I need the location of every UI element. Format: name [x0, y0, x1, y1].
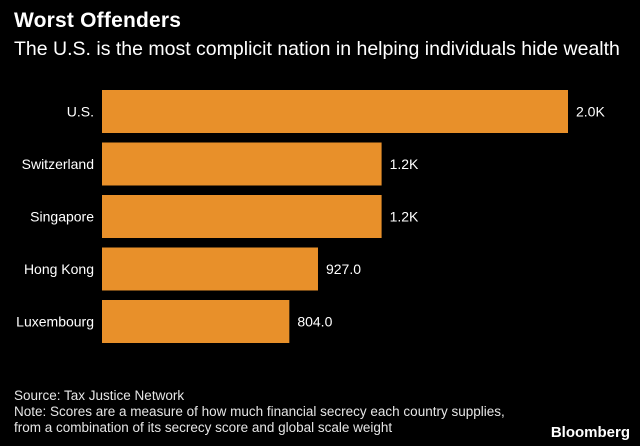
bar-switzerland [102, 142, 382, 186]
value-label-singapore: 1.2K [390, 209, 419, 225]
value-label-hong-kong: 927.0 [326, 261, 361, 277]
category-label-switzerland: Switzerland [22, 156, 94, 172]
value-label-luxembourg: 804.0 [297, 314, 332, 330]
chart-subtitle: The U.S. is the most complicit nation in… [14, 38, 620, 60]
value-label-switzerland: 1.2K [390, 156, 419, 172]
chart-title: Worst Offenders [14, 9, 182, 32]
bar-singapore [102, 195, 382, 238]
methodology-note-line-2: from a combination of its secrecy score … [14, 420, 393, 435]
category-label-u-s: U.S. [67, 104, 94, 120]
bar-hong-kong [102, 247, 318, 291]
category-label-hong-kong: Hong Kong [24, 261, 94, 277]
methodology-note-line-1: Note: Scores are a measure of how much f… [14, 404, 505, 419]
bar-u-s [102, 90, 568, 133]
bar-luxembourg [102, 300, 290, 343]
category-label-singapore: Singapore [30, 209, 94, 225]
value-label-u-s: 2.0K [576, 104, 605, 120]
source-note: Source: Tax Justice Network [14, 388, 185, 403]
chart-footer: Source: Tax Justice Network Note: Scores… [14, 388, 505, 436]
category-label-luxembourg: Luxembourg [16, 314, 94, 330]
bloomberg-logo: Bloomberg [550, 424, 630, 441]
